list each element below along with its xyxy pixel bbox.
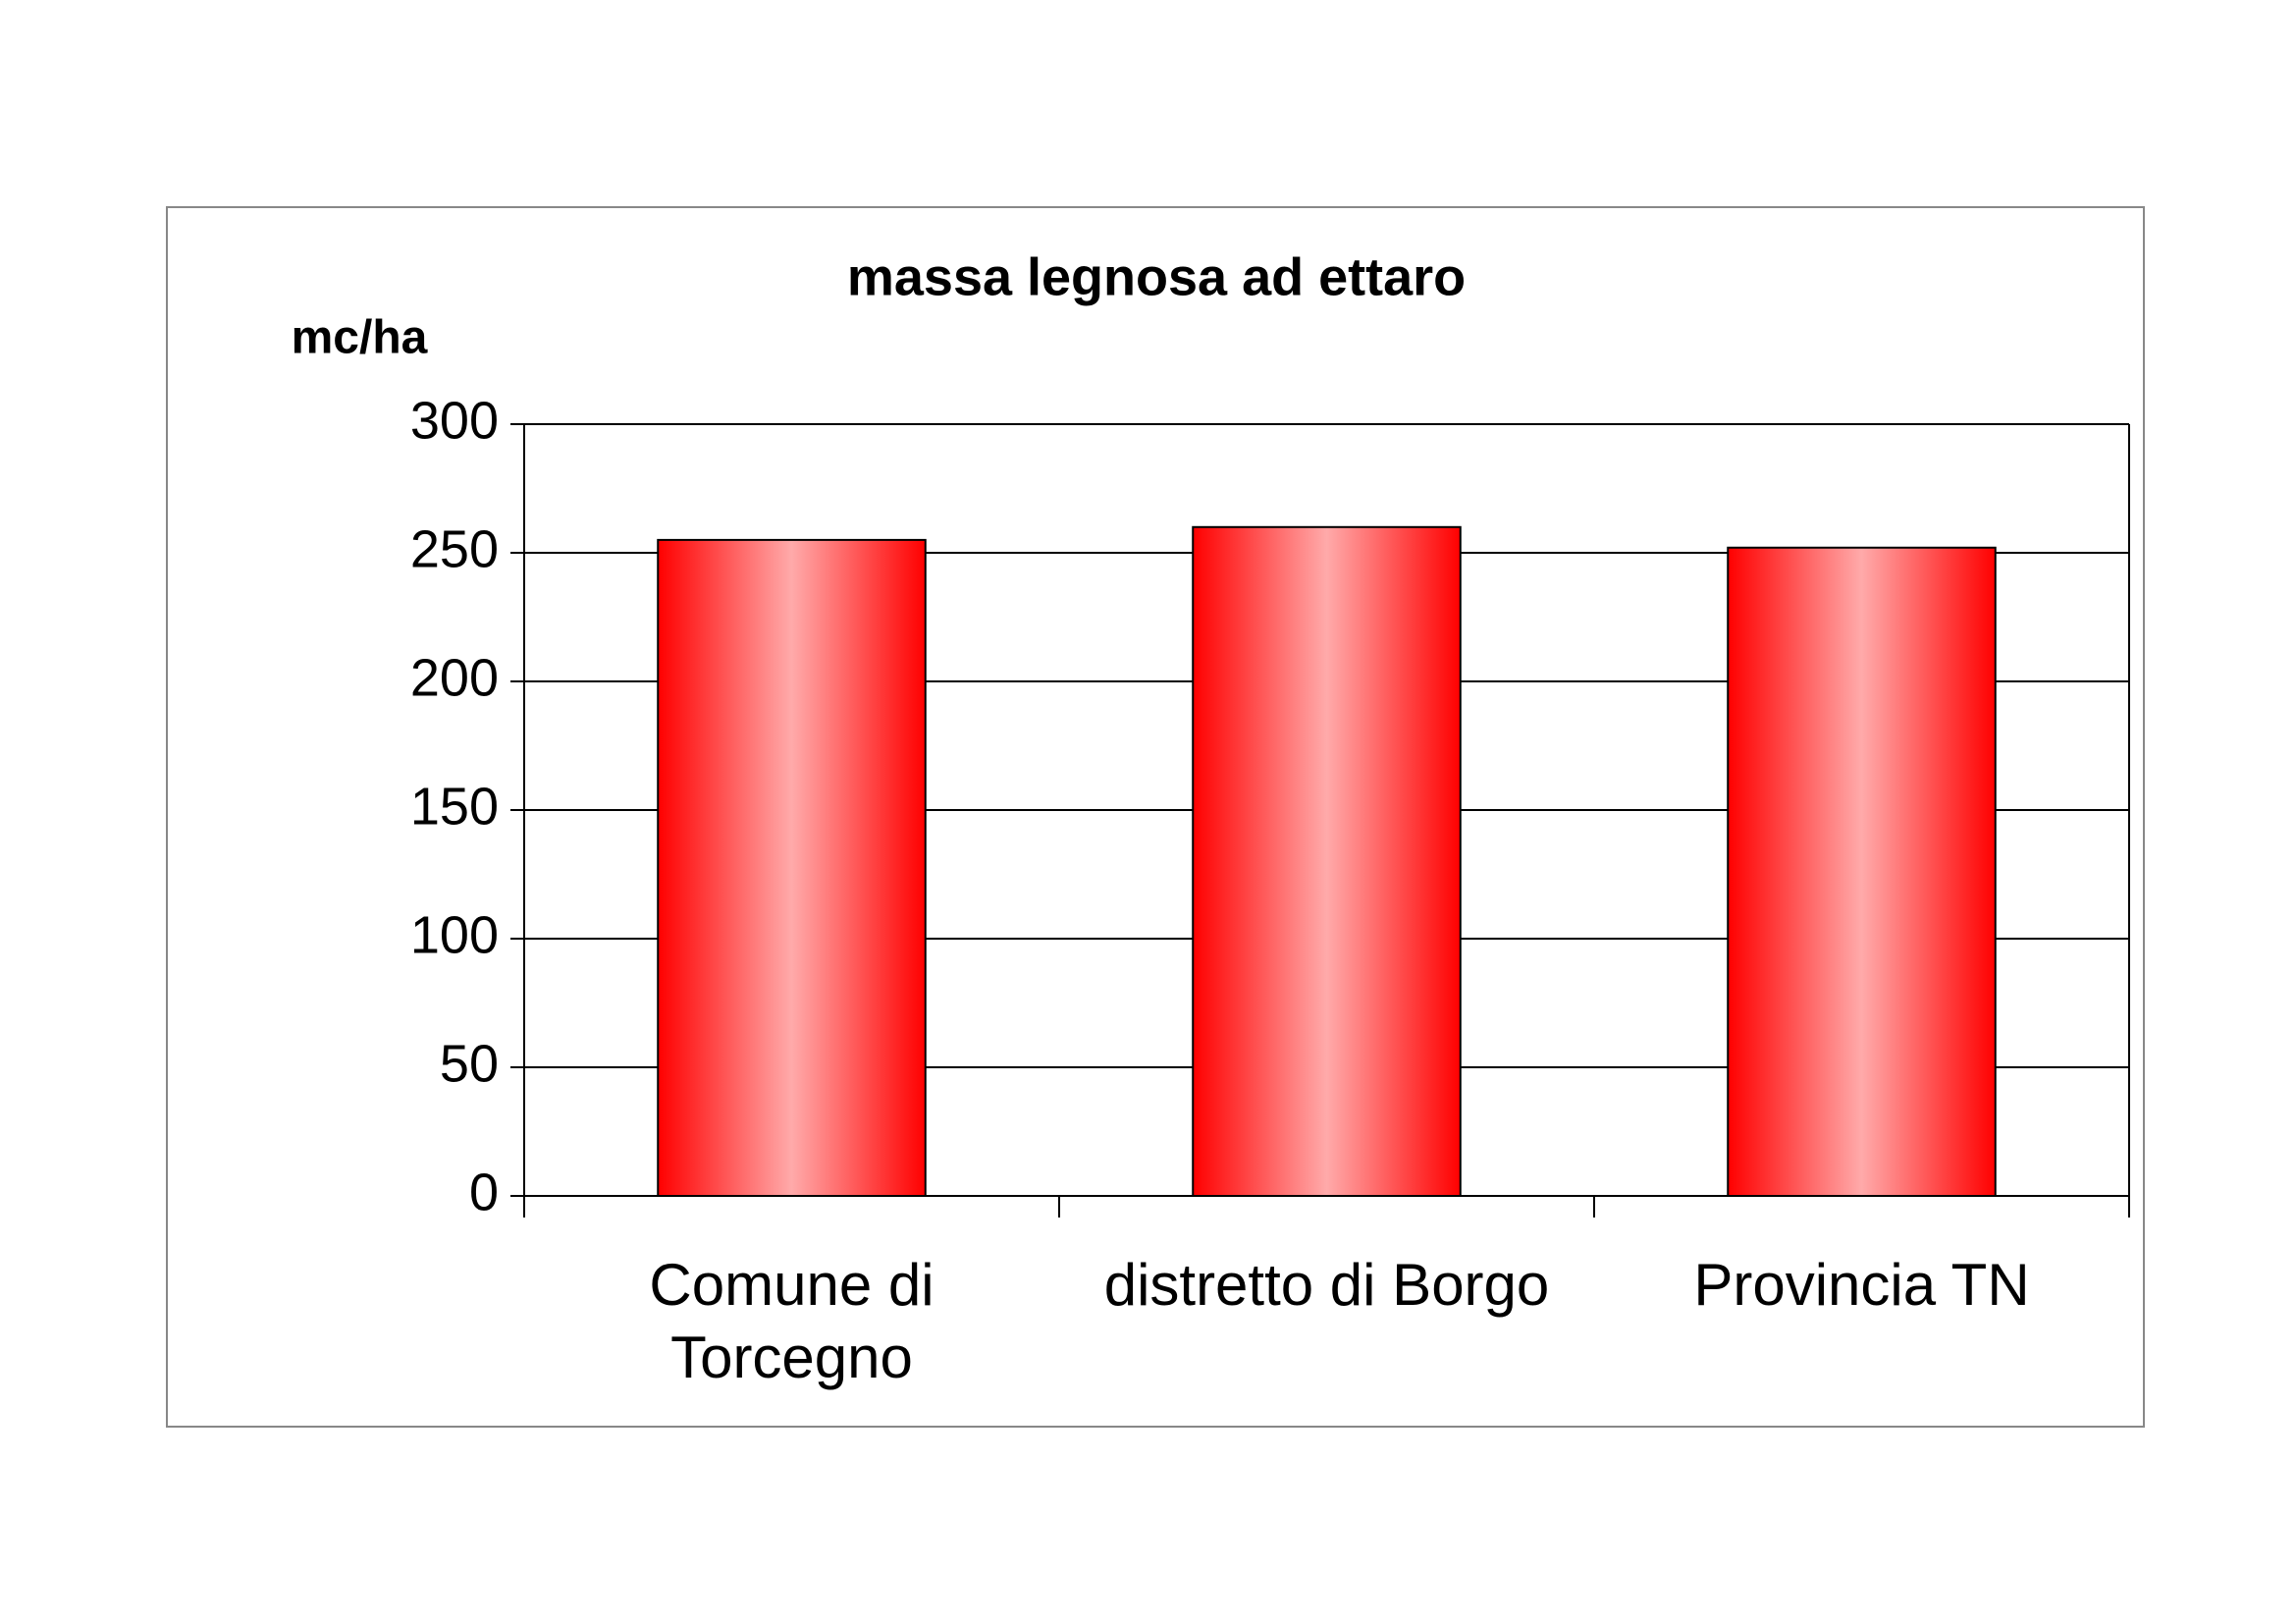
y-tick-label: 300 <box>410 391 499 450</box>
x-tick-label: Provincia TN <box>1693 1252 2029 1318</box>
bar <box>657 538 927 1197</box>
chart-title: massa legnosa ad ettaro <box>847 247 1466 306</box>
y-tick-label: 0 <box>469 1163 499 1221</box>
y-tick-label: 100 <box>410 905 499 964</box>
x-tick-label-line: Comune di <box>649 1252 934 1318</box>
bar <box>1192 525 1462 1197</box>
x-tick-label-line: Torcegno <box>670 1325 913 1390</box>
y-tick-label: 50 <box>440 1034 499 1093</box>
x-tick-label: Comune di Torcegno <box>649 1252 934 1390</box>
y-axis-label: mc/ha <box>292 312 428 364</box>
x-tick-label: distretto di Borgo <box>1104 1252 1550 1318</box>
y-tick-label: 200 <box>410 648 499 707</box>
y-tick-label: 250 <box>410 519 499 578</box>
bar <box>1727 546 1997 1197</box>
y-tick-label: 150 <box>410 777 499 836</box>
